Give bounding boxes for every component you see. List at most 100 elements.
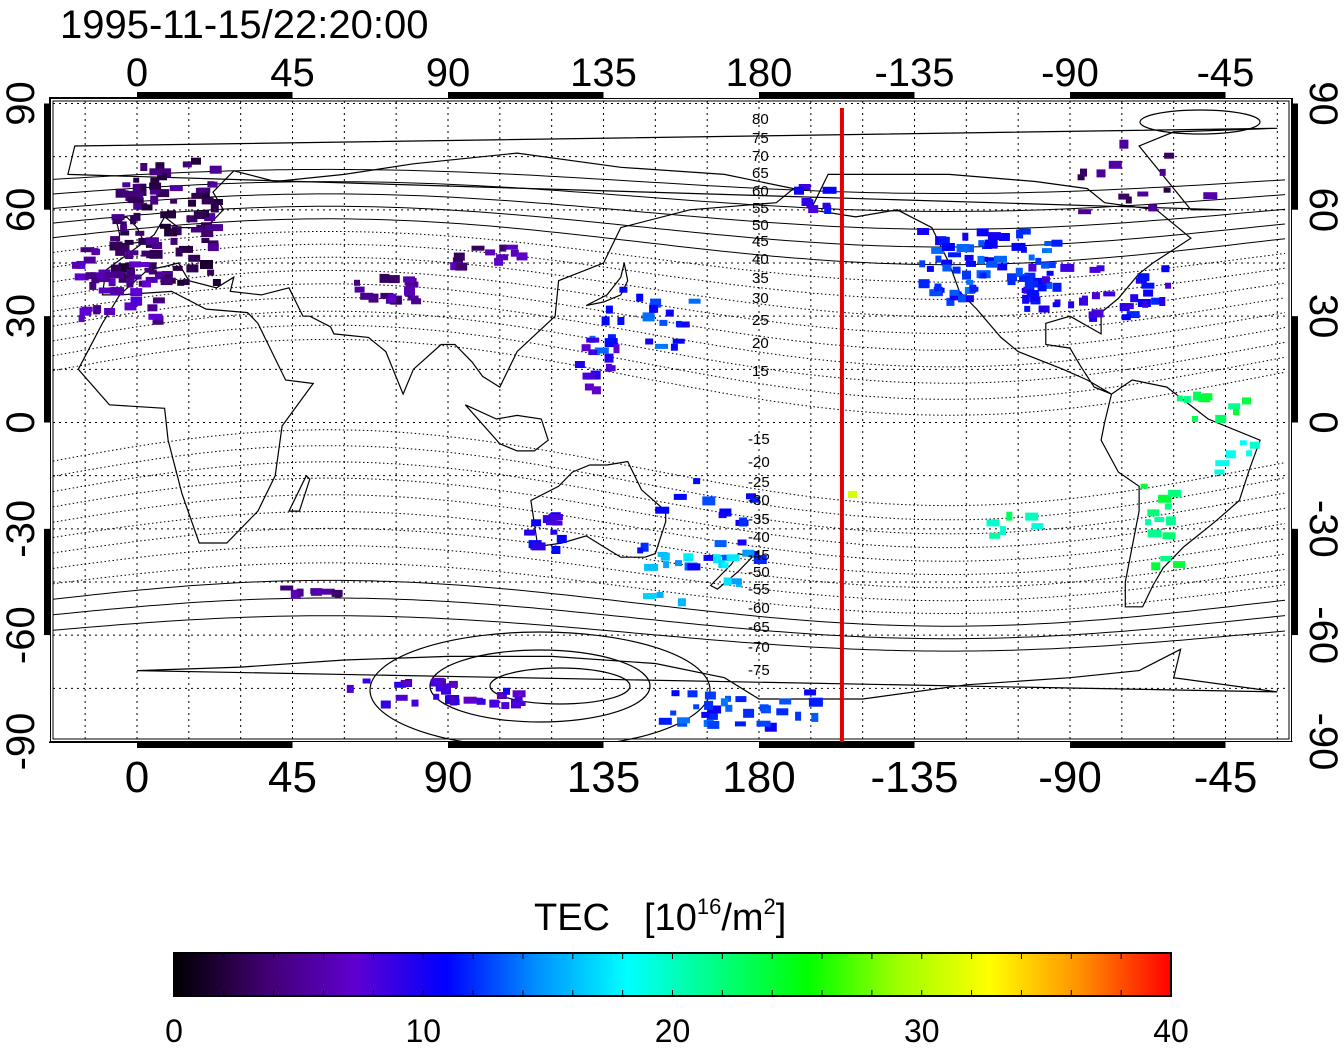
contour-label: 75 [752,130,769,147]
tec-cell [704,691,716,700]
tec-cell [433,693,440,700]
tec-cell [155,162,165,170]
contour-line [52,597,1286,640]
tec-cell [321,588,335,595]
tec-cell [170,198,178,204]
tec-cell [556,534,567,543]
tec-cell [115,188,126,198]
tec-cell [657,551,668,557]
lat-label-left: -60 [0,606,43,664]
tec-cell [675,320,682,327]
tec-cell [144,267,152,273]
tec-cell [1096,169,1106,178]
coast-greenland [67,127,1278,211]
tec-cell [1077,174,1085,181]
tec-cell [126,277,135,284]
tec-cell [115,248,126,256]
top-tick-bar [1070,92,1227,98]
tec-cell [1147,529,1162,538]
tec-cell [604,338,618,348]
tec-cell [379,273,390,283]
contour-label: -45 [748,547,770,564]
tec-cell [1007,273,1017,282]
tec-cell [204,213,216,222]
tec-cell [212,279,221,286]
tec-cell [938,236,950,245]
tec-cell [986,519,1000,527]
tec-cell [675,560,682,567]
tec-cell [1142,300,1149,308]
unit-exp2: 2 [764,894,776,919]
tec-cell [1103,291,1116,297]
tec-data-cells [71,139,1260,732]
tec-cell [1168,489,1182,497]
tec-cell [942,264,952,272]
left-tick-bar [44,528,50,636]
tec-cell [1089,315,1098,322]
colorbar: TEC [1016/m2] 0 10 20 30 40 [165,894,1189,1048]
tec-cell [368,293,379,303]
lon-label-bottom: -45 [1194,753,1258,802]
tec-cell [133,202,148,210]
coast-japan [585,262,629,307]
tec-cell [212,224,223,232]
tec-cell [71,261,80,269]
tec-cell [280,585,294,591]
tec-cell [207,269,215,276]
tec-cell [127,197,140,204]
tec-cell [1035,257,1042,265]
tec-cell [1024,305,1031,312]
tec-cell [130,296,141,306]
contour-label: -35 [748,511,770,528]
tec-cell [959,295,974,303]
tec-cell [489,699,500,708]
tec-cell [642,312,655,322]
tec-cell [1043,262,1056,269]
tec-cell [676,321,690,328]
graticule-grid [53,101,1289,742]
tec-cell [929,289,943,297]
tec-cell [452,699,460,706]
right-tick-bar [1292,209,1298,317]
left-latitude-labels: 90 60 30 0 -30 -60 -90 [0,81,43,770]
tec-cell [1140,483,1148,489]
tec-cell [1015,267,1023,277]
lon-label-top: -135 [874,51,954,95]
right-tick-bar [1292,316,1298,423]
tec-cell [617,317,625,325]
contour-label: 20 [752,335,769,352]
tec-cell [118,274,130,283]
tec-cell [644,563,659,571]
top-tick-bar [759,92,916,98]
tec-cell [112,219,123,225]
contour-label: 35 [752,270,769,287]
tec-cell [941,243,955,251]
tec-cell [148,269,157,275]
left-tick-bar [44,422,50,529]
tec-cell [1145,519,1152,526]
top-tick-bar [448,92,605,98]
tec-cell [501,702,510,710]
tec-cell [918,279,930,289]
tec-cell [1028,254,1035,261]
tec-cell [74,273,89,281]
tec-cell [471,245,485,251]
tec-cell [605,305,613,314]
tec-cell [110,236,121,242]
lat-label-right: -30 [1301,500,1344,558]
tec-cell [808,697,823,707]
tec-cell [743,708,755,718]
tec-cell [1052,282,1062,292]
contour-line [52,168,1286,194]
contour-line [52,283,1286,351]
tec-cell [91,274,100,284]
tec-cell [693,704,700,710]
tec-cell [665,309,674,317]
tec-cell [673,493,687,500]
contour-label: -15 [748,431,770,448]
tec-cell [1151,297,1165,305]
tec-cell [977,255,985,264]
tec-cell [360,292,374,300]
tec-cell [430,679,441,687]
tec-cell [659,319,668,326]
